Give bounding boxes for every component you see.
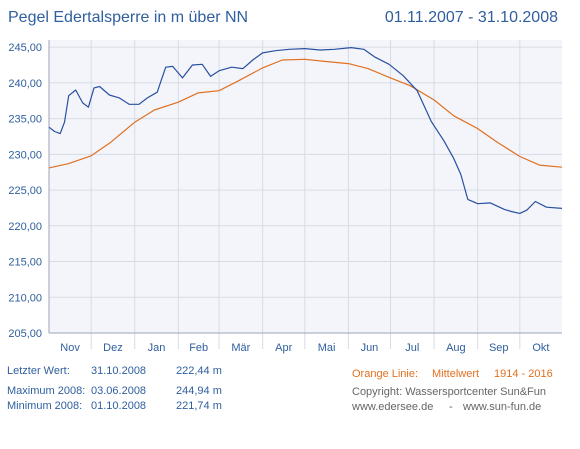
website-link-sunfun[interactable]: www.sun-fun.de	[463, 401, 542, 413]
x-tick-label: Mär	[231, 342, 250, 354]
y-tick-label: 220,00	[8, 221, 42, 233]
stat-max-date: 03.06.2008	[91, 385, 147, 397]
legend-orange-label: Orange Linie:	[352, 368, 419, 380]
stat-max-value: 244,94 m	[176, 385, 222, 397]
legend-orange-row: Orange Linie: Mittelwert 1914 - 2016	[352, 368, 553, 416]
series-line-2008	[48, 46, 563, 214]
stat-min-value: 221,74 m	[176, 400, 222, 412]
stat-min-row: Minimum 2008: 01.10.2008 221,74 m	[7, 400, 222, 448]
legend-orange-desc: Mittelwert	[432, 368, 480, 380]
x-tick-label: Okt	[532, 342, 549, 354]
y-tick-label: 210,00	[8, 292, 42, 304]
x-tick-label: Sep	[489, 342, 509, 354]
stat-max-row: Maximum 2008: 03.06.2008 244,94 m	[7, 385, 222, 433]
x-tick-label: Jul	[405, 342, 419, 354]
y-tick-label: 225,00	[8, 185, 42, 197]
chart-title: Pegel Edertalsperre in m über NN	[8, 9, 249, 26]
y-tick-label: 215,00	[8, 257, 42, 269]
legend-orange-range: 1914 - 2016	[494, 368, 553, 380]
stat-last-date: 31.10.2008	[91, 365, 147, 377]
line-chart: Nov Dez Jan Feb Mär Apr Mai Jun Jul Aug Sep Okt 205,…	[8, 40, 563, 354]
stat-last-label: Letzter Wert:	[7, 365, 70, 377]
x-tick-label: Aug	[446, 342, 466, 354]
x-tick-label: Jun	[361, 342, 379, 354]
date-range: 01.11.2007 - 31.10.2008	[384, 9, 558, 26]
x-tick-label: Feb	[189, 342, 208, 354]
y-tick-label: 230,00	[8, 149, 42, 161]
stat-min-date: 01.10.2008	[91, 400, 147, 412]
plot-area	[49, 40, 562, 333]
copyright-text: Copyright: Wassersportcenter Sun&Fun	[352, 386, 547, 398]
x-tick-label: Mai	[318, 342, 336, 354]
footer-separator: -	[449, 401, 453, 413]
y-tick-label: 240,00	[8, 78, 42, 90]
x-tick-label: Jan	[148, 342, 166, 354]
x-tick-label: Dez	[103, 342, 123, 354]
x-tick-label: Nov	[60, 342, 80, 354]
y-tick-label: 205,00	[8, 328, 42, 340]
x-tick-label: Apr	[275, 342, 292, 354]
stat-last-row: Letzter Wert: 31.10.2008 222,44 m	[7, 365, 222, 413]
website-link-edersee[interactable]: www.edersee.de	[352, 401, 434, 413]
series-line-mean	[48, 58, 563, 169]
footer-links: www.edersee.de - www.sun-fun.de	[352, 401, 541, 449]
stat-last-value: 222,44 m	[176, 365, 222, 377]
y-tick-label: 245,00	[8, 42, 42, 54]
stat-max-label: Maximum 2008:	[7, 385, 86, 397]
y-tick-label: 235,00	[8, 114, 42, 126]
stat-min-label: Minimum 2008:	[7, 400, 83, 412]
